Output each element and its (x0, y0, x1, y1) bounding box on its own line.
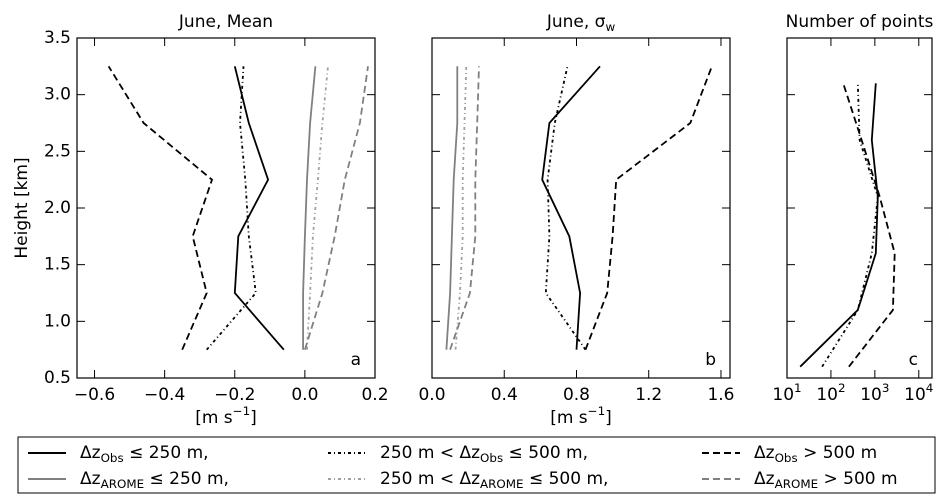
plot-frame (431, 37, 731, 379)
y-tick-label: 1.0 (44, 311, 71, 331)
legend-label: 250 m < ΔzAROME​ ≤ 500 m, (380, 469, 608, 491)
panel-title: June, Mean (178, 12, 273, 32)
panel-letter: b (705, 350, 716, 370)
profile-line (821, 83, 879, 368)
profile-line (449, 66, 480, 350)
x-tick-label: 0.8 (563, 385, 590, 405)
panel-title: Number of points (786, 12, 934, 32)
x-tick-label: −0.6 (74, 385, 115, 405)
y-tick-label: 0.5 (44, 368, 71, 388)
x-tick-label: 103​ (860, 381, 889, 406)
x-tick-label: 102​ (816, 381, 845, 406)
y-tick-label: 3.5 (44, 28, 71, 48)
legend-label: 250 m < ΔzObs​ ≤ 500 m, (380, 443, 588, 465)
x-tick-label: 1.6 (707, 385, 734, 405)
y-tick-label: 3.0 (44, 85, 71, 105)
profile-line (541, 65, 601, 350)
legend-label: ΔzObs​ > 500 m (754, 443, 877, 465)
legend-box (17, 436, 936, 494)
profile-line (206, 66, 257, 351)
y-tick-label: 2.5 (44, 141, 71, 161)
profile-line (302, 66, 317, 350)
y-axis-label: Height [km] (12, 157, 32, 258)
x-tick-label: 0.0 (418, 385, 445, 405)
profile-line (842, 83, 896, 368)
profile-line (584, 65, 713, 351)
panel-title: June, σw​ (546, 12, 616, 34)
y-tick-label: 1.5 (44, 255, 71, 275)
profile-line (304, 66, 369, 350)
profile-line (233, 66, 285, 351)
y-tick-label: 2.0 (44, 198, 71, 218)
x-tick-label: −0.2 (214, 385, 255, 405)
x-tick-label: −0.4 (144, 385, 185, 405)
x-axis-label: [m s−1​] (195, 404, 257, 429)
profile-line (445, 66, 459, 350)
plot-frame (786, 37, 933, 379)
profile-line (799, 83, 879, 368)
profile-line (107, 65, 214, 351)
panel-letter: a (351, 350, 361, 370)
panel-letter: c (909, 350, 918, 370)
x-tick-label: 0.0 (291, 385, 318, 405)
profile-line (306, 66, 329, 350)
x-tick-label: 0.2 (361, 385, 388, 405)
legend-label: ΔzAROME​ ≤ 250 m, (80, 469, 229, 491)
profile-line (454, 66, 468, 350)
x-tick-label: 0.4 (491, 385, 518, 405)
x-axis-label: [m s−1​] (550, 404, 612, 429)
legend-label: ΔzObs​ ≤ 250 m, (80, 443, 209, 465)
x-tick-label: 1.2 (635, 385, 662, 405)
x-tick-label: 101​ (772, 381, 801, 406)
legend-label: ΔzAROME​ > 500 m (754, 469, 898, 491)
x-tick-label: 104​ (904, 381, 933, 406)
